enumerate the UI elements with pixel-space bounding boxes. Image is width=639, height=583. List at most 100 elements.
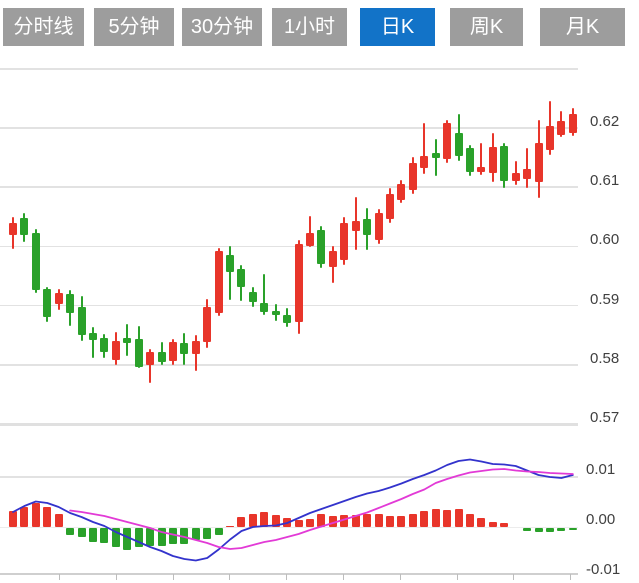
candle-body	[271, 310, 280, 316]
macd-histogram-bar	[237, 516, 246, 527]
macd-histogram-bar	[20, 506, 29, 527]
candle-body	[283, 315, 292, 323]
macd-histogram-bar	[454, 509, 463, 527]
macd-histogram-bar	[43, 506, 52, 527]
macd-histogram-bar	[465, 513, 474, 527]
y-axis-label: -0.01	[586, 561, 621, 578]
candle-body	[134, 338, 143, 367]
macd-histogram-bar	[260, 512, 269, 527]
x-axis-tick	[343, 574, 344, 580]
tab-minute-line[interactable]: 分时线	[3, 8, 84, 46]
candle-body	[146, 352, 155, 366]
tab-1hour[interactable]: 1小时	[272, 8, 347, 46]
candle-body	[477, 167, 486, 172]
candle-body	[488, 146, 497, 173]
candle-body	[168, 341, 177, 362]
candle-body	[431, 153, 440, 159]
period-tabbar: 分时线 5分钟 30分钟 1小时 日K 周K 月K	[0, 0, 639, 54]
x-axis-tick	[229, 574, 231, 580]
candle-body	[66, 293, 75, 313]
macd-histogram-bar	[534, 528, 543, 532]
y-axis-label: 0.00	[586, 511, 616, 528]
candle-body	[100, 337, 109, 352]
candle-body	[328, 251, 337, 267]
tab-weekly-k[interactable]: 周K	[450, 8, 523, 46]
macd-histogram-bar	[340, 514, 349, 527]
price-gridline	[0, 68, 578, 70]
macd-histogram-bar	[500, 522, 509, 527]
macd-histogram-bar	[214, 528, 223, 535]
candle-body	[43, 289, 52, 317]
candle-body	[408, 162, 417, 190]
candle-body	[191, 340, 200, 354]
candle-body	[111, 340, 120, 361]
y-axis-label: 0.61	[590, 172, 620, 190]
candle-wick	[480, 142, 483, 175]
price-gridline	[0, 364, 578, 366]
y-axis-label: 0.62	[590, 113, 620, 130]
x-axis-tick	[286, 574, 288, 580]
candle-wick	[309, 216, 312, 247]
macd-histogram-bar	[100, 528, 109, 543]
macd-histogram-bar	[545, 528, 554, 532]
macd-histogram-bar	[431, 509, 440, 527]
price-gridline	[0, 422, 578, 426]
macd-histogram-bar	[31, 503, 40, 527]
macd-histogram-bar	[77, 528, 86, 537]
tab-daily-k[interactable]: 日K	[360, 8, 435, 46]
candle-body	[180, 342, 189, 354]
macd-histogram-bar	[385, 516, 394, 527]
candle-body	[465, 147, 474, 172]
candle-wick	[149, 349, 152, 384]
candle-wick	[526, 147, 529, 189]
candle-body	[534, 143, 543, 182]
candle-body	[123, 338, 132, 343]
candle-body	[454, 133, 463, 157]
tab-monthly-k[interactable]: 月K	[540, 8, 625, 46]
macd-histogram-bar	[294, 520, 303, 527]
candle-body	[9, 222, 17, 235]
macd-histogram-bar	[374, 513, 383, 527]
tab-30min[interactable]: 30分钟	[182, 8, 262, 46]
candle-body	[260, 302, 269, 312]
macd-histogram-bar	[328, 515, 337, 527]
macd-histogram-bar	[420, 510, 429, 527]
macd-histogram-bar	[283, 517, 292, 527]
macd-histogram-bar	[123, 528, 132, 550]
candle-body	[523, 168, 532, 179]
candle-body	[306, 233, 315, 246]
macd-histogram-bar	[557, 528, 566, 531]
macd-histogram-bar	[111, 528, 120, 547]
macd-histogram-bar	[203, 528, 212, 539]
x-axis-tick	[59, 574, 60, 580]
macd-histogram-bar	[523, 528, 532, 531]
x-axis-tick	[570, 574, 572, 580]
macd-histogram-bar	[306, 519, 315, 527]
y-axis-label: 0.57	[590, 409, 620, 426]
x-axis-tick	[399, 574, 401, 580]
macd-histogram-bar	[226, 526, 235, 527]
y-axis-label: 0.58	[590, 349, 620, 367]
macd-histogram-bar	[443, 509, 452, 527]
candle-body	[568, 113, 577, 133]
macd-histogram-bar	[88, 528, 97, 542]
macd-histogram-bar	[191, 528, 200, 540]
y-axis-label: 0.60	[590, 231, 620, 249]
candle-body	[500, 145, 509, 182]
y-axis-label: 0.01	[586, 461, 616, 478]
macd-histogram-bar	[363, 513, 372, 527]
candle-body	[31, 233, 40, 290]
candle-body	[248, 291, 257, 303]
candle-body	[20, 217, 29, 236]
candle-wick	[229, 245, 232, 301]
price-gridline	[0, 245, 578, 248]
candle-wick	[514, 161, 517, 185]
candle-body	[397, 184, 406, 200]
candle-body	[226, 254, 235, 273]
candle-body	[214, 251, 223, 313]
macd-histogram-bar	[180, 528, 189, 544]
tab-5min[interactable]: 5分钟	[94, 8, 174, 46]
macd-histogram-bar	[477, 518, 486, 527]
